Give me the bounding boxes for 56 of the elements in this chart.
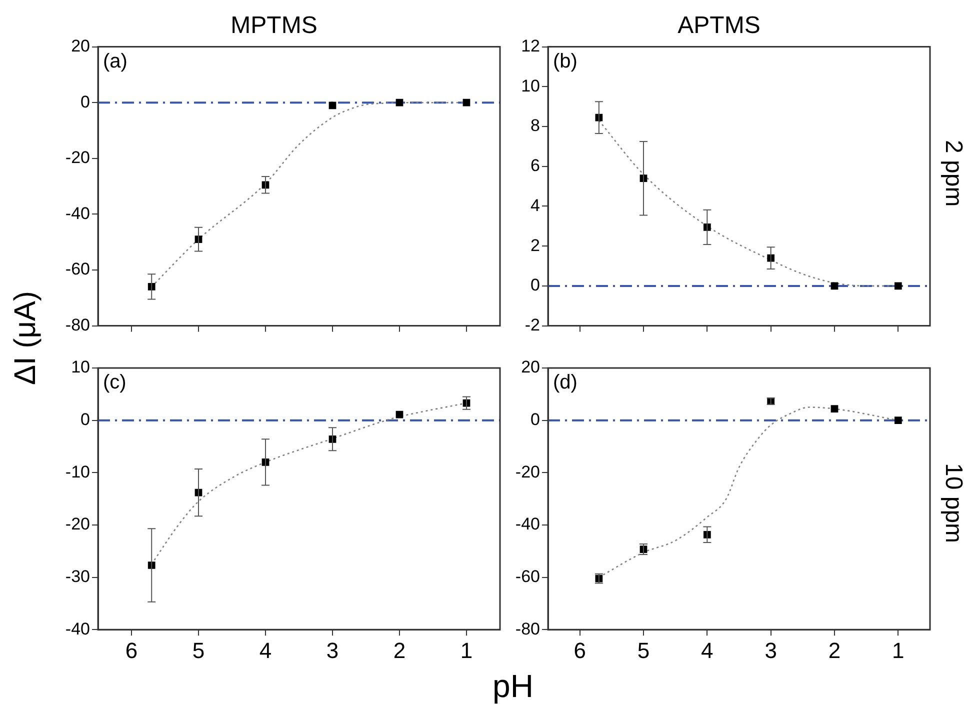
y-tick-label: -20 [65, 514, 90, 534]
y2-axis-title: 2 ppm [939, 140, 967, 206]
annotation: (b) [553, 50, 578, 72]
x-tick-label: 3 [326, 638, 339, 663]
x-tick-label: 1 [460, 638, 473, 663]
x-tick-label: 5 [637, 638, 650, 663]
chart-title: APTMS [678, 12, 760, 40]
y-tick-label: -60 [65, 260, 90, 279]
annotation: (a) [103, 50, 128, 72]
x-axis-title: pH [492, 668, 534, 705]
y2-axis-title: 10 ppm [939, 462, 967, 544]
chart-title: MPTMS [230, 12, 318, 40]
y-tick-label: 12 [521, 36, 540, 56]
y-tick-label: -80 [65, 315, 90, 334]
y-tick-label: -10 [65, 462, 90, 482]
y-tick-label: 10 [71, 358, 90, 377]
x-tick-label: 6 [574, 638, 586, 663]
point [328, 102, 336, 110]
annotation: (c) [103, 372, 126, 394]
y-tick-label: -20 [515, 462, 540, 482]
y-tick-label: -20 [65, 148, 90, 168]
y-tick-label: 20 [71, 36, 90, 56]
x-tick-label: 3 [764, 638, 777, 663]
y-tick-label: 20 [521, 358, 540, 377]
y-tick-label: 2 [530, 236, 540, 255]
y-tick-label: 4 [530, 196, 540, 215]
y-tick-label: 10 [521, 76, 540, 96]
x-tick-label: 4 [701, 638, 714, 663]
point [396, 98, 404, 106]
annotation: (d) [553, 372, 578, 394]
y-tick-label: 6 [530, 156, 540, 176]
point [894, 416, 902, 424]
x-tick-label: 2 [393, 638, 406, 663]
y-tick-label: -40 [65, 204, 90, 223]
y-tick-label: -30 [65, 566, 90, 586]
x-tick-label: 4 [259, 638, 272, 663]
point [830, 405, 838, 412]
y-tick-label: -40 [515, 514, 540, 534]
y-tick-label: -80 [515, 619, 540, 638]
y-axis-title: ΔI (μA) [9, 291, 43, 385]
x-tick-label: 2 [828, 638, 841, 663]
x-tick-label: 1 [892, 638, 904, 663]
point [396, 410, 404, 418]
x-tick-label: 5 [192, 638, 205, 663]
y-tick-label: 0 [80, 92, 90, 112]
y-tick-label: 0 [530, 276, 540, 295]
point [830, 282, 838, 290]
y-tick-label: 8 [530, 116, 540, 136]
y-tick-label: -2 [524, 315, 540, 334]
point [894, 282, 902, 290]
point [462, 98, 470, 106]
y-tick-label: -60 [515, 566, 540, 586]
x-tick-label: 6 [125, 638, 138, 663]
y-tick-label: -40 [65, 619, 90, 638]
y-tick-label: 0 [80, 410, 90, 430]
y-tick-label: 0 [530, 410, 540, 430]
